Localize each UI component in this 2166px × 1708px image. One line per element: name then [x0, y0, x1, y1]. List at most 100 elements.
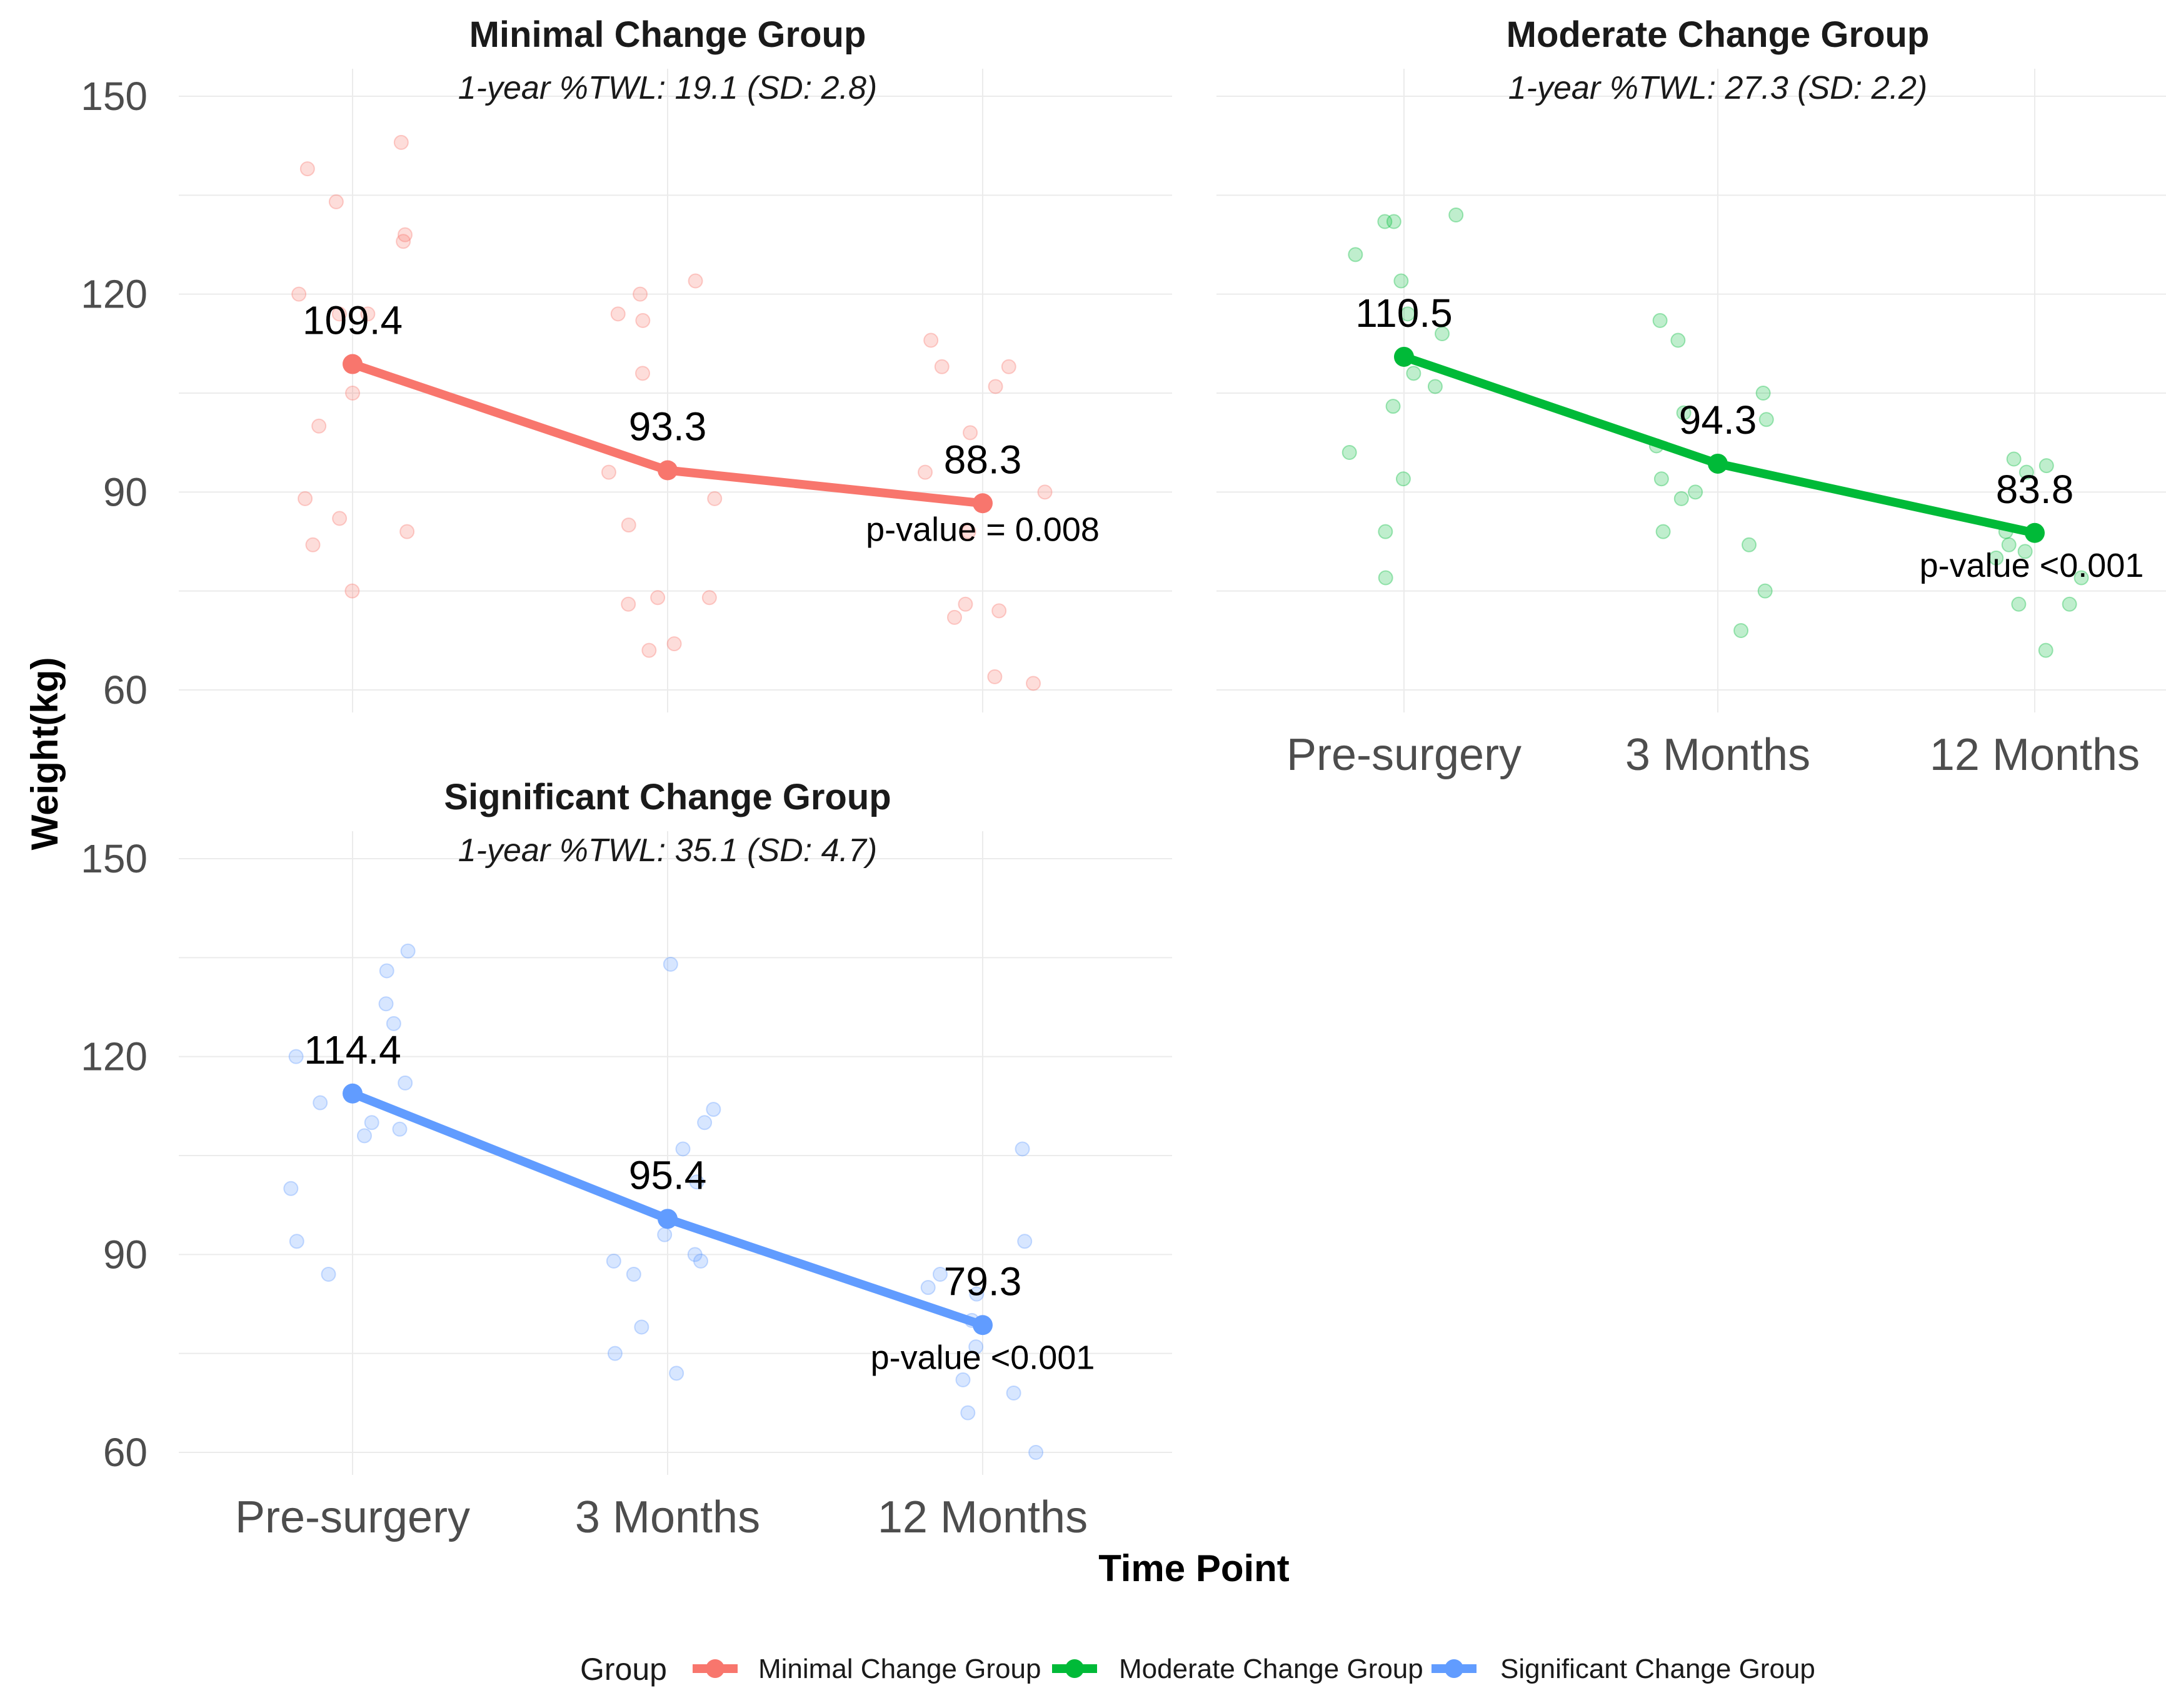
data-point	[1988, 550, 2004, 566]
mean-value-label: 93.3	[629, 404, 707, 449]
data-point	[991, 603, 1007, 619]
data-point	[963, 425, 978, 441]
data-point	[386, 1016, 401, 1031]
panel-subtitle: 1-year %TWL: 19.1 (SD: 2.8)	[458, 70, 877, 106]
data-point	[1378, 524, 1393, 539]
data-point	[1427, 379, 1443, 394]
data-point	[1015, 1141, 1030, 1157]
x-tick-label: Pre-surgery	[1286, 730, 1522, 780]
mean-value-label: 79.3	[944, 1259, 1022, 1304]
legend-label: Minimal Change Group	[758, 1654, 1041, 1684]
data-point	[1028, 1445, 1044, 1460]
data-point	[1026, 676, 1041, 691]
data-point	[1037, 484, 1053, 500]
data-point	[707, 491, 723, 506]
y-tick-label: 120	[81, 1034, 148, 1079]
legend: Group Minimal Change Group Moderate Chan…	[580, 1652, 1815, 1687]
data-point	[392, 1121, 408, 1137]
data-point	[1377, 214, 1393, 229]
data-point	[918, 464, 933, 480]
legend-key-dot	[706, 1659, 725, 1678]
data-point	[2038, 642, 2053, 658]
data-point	[666, 636, 682, 652]
data-point	[688, 273, 703, 289]
mean-point	[343, 354, 363, 374]
data-point	[1378, 570, 1393, 586]
data-point	[291, 286, 307, 302]
mean-value-label: 94.3	[1679, 397, 1757, 442]
data-point	[399, 524, 415, 539]
data-point	[379, 963, 394, 979]
data-point	[1395, 471, 1411, 487]
y-tick-label: 120	[81, 272, 148, 317]
mean-point	[973, 1315, 993, 1336]
data-point	[331, 306, 347, 322]
data-point	[633, 286, 648, 302]
y-axis-title: Weight(kg)	[24, 657, 66, 851]
data-point	[697, 1115, 713, 1131]
data-point	[1676, 405, 1692, 421]
data-point	[1341, 445, 1357, 460]
mean-value-label: 83.8	[1996, 467, 2074, 512]
data-point	[641, 642, 657, 658]
data-point	[299, 161, 315, 177]
data-point	[2011, 596, 2027, 612]
data-point	[1758, 412, 1774, 427]
data-point	[345, 386, 361, 401]
data-point	[283, 1181, 299, 1196]
panel-minimal-change-group: Minimal Change Group 1-year %TWL: 19.1 (…	[81, 14, 1172, 712]
panel-subtitle: 1-year %TWL: 27.3 (SD: 2.2)	[1508, 70, 1927, 106]
data-point	[1688, 484, 1703, 500]
data-point	[1385, 399, 1401, 414]
data-point	[969, 1286, 985, 1302]
panel-moderate-change-group: Moderate Change Group 1-year %TWL: 27.3 …	[1216, 14, 2166, 780]
legend-key-dot	[1065, 1659, 1084, 1678]
data-point	[920, 1280, 936, 1296]
data-point	[610, 306, 626, 322]
data-point	[626, 1267, 641, 1282]
data-point	[634, 1319, 649, 1335]
data-point	[961, 524, 976, 539]
mean-value-label: 114.4	[304, 1027, 401, 1072]
data-point	[1400, 306, 1416, 322]
legend-item-moderate: Moderate Change Group	[1052, 1654, 1423, 1684]
data-point	[955, 1372, 971, 1387]
x-tick-label: 3 Months	[1625, 730, 1810, 780]
mean-value-label: 110.5	[1355, 291, 1452, 336]
data-point	[2062, 596, 2077, 612]
legend-label: Moderate Change Group	[1119, 1654, 1423, 1684]
data-point	[321, 1267, 336, 1282]
data-point	[2001, 537, 2017, 552]
legend-item-significant: Significant Change Group	[1431, 1654, 1815, 1684]
x-tick-label: 12 Months	[878, 1492, 1088, 1542]
data-point	[669, 1366, 684, 1381]
data-point	[1348, 247, 1363, 262]
data-point	[400, 943, 416, 959]
data-point	[1652, 312, 1668, 328]
data-point	[657, 1227, 673, 1242]
panel-subtitle: 1-year %TWL: 35.1 (SD: 4.7)	[458, 832, 877, 869]
data-point	[635, 312, 651, 328]
data-point	[356, 1128, 372, 1144]
y-tick-label: 60	[103, 667, 148, 712]
data-point	[313, 1095, 328, 1111]
data-point	[288, 1049, 304, 1064]
mean-point	[658, 1209, 678, 1229]
data-point	[934, 359, 950, 374]
data-point	[393, 134, 409, 150]
data-point	[2038, 458, 2054, 474]
mean-point	[1708, 453, 1728, 474]
legend-title: Group	[580, 1652, 667, 1687]
mean-point	[973, 493, 993, 514]
data-point	[1006, 1386, 1021, 1401]
data-point	[1017, 1234, 1033, 1249]
data-point	[332, 511, 348, 526]
data-point	[397, 227, 413, 242]
data-point	[1742, 537, 1757, 552]
data-point	[311, 418, 327, 434]
data-point	[1406, 366, 1421, 381]
x-axis-title: Time Point	[1098, 1547, 1290, 1589]
data-point	[289, 1234, 304, 1249]
y-tick-label: 150	[81, 836, 148, 881]
